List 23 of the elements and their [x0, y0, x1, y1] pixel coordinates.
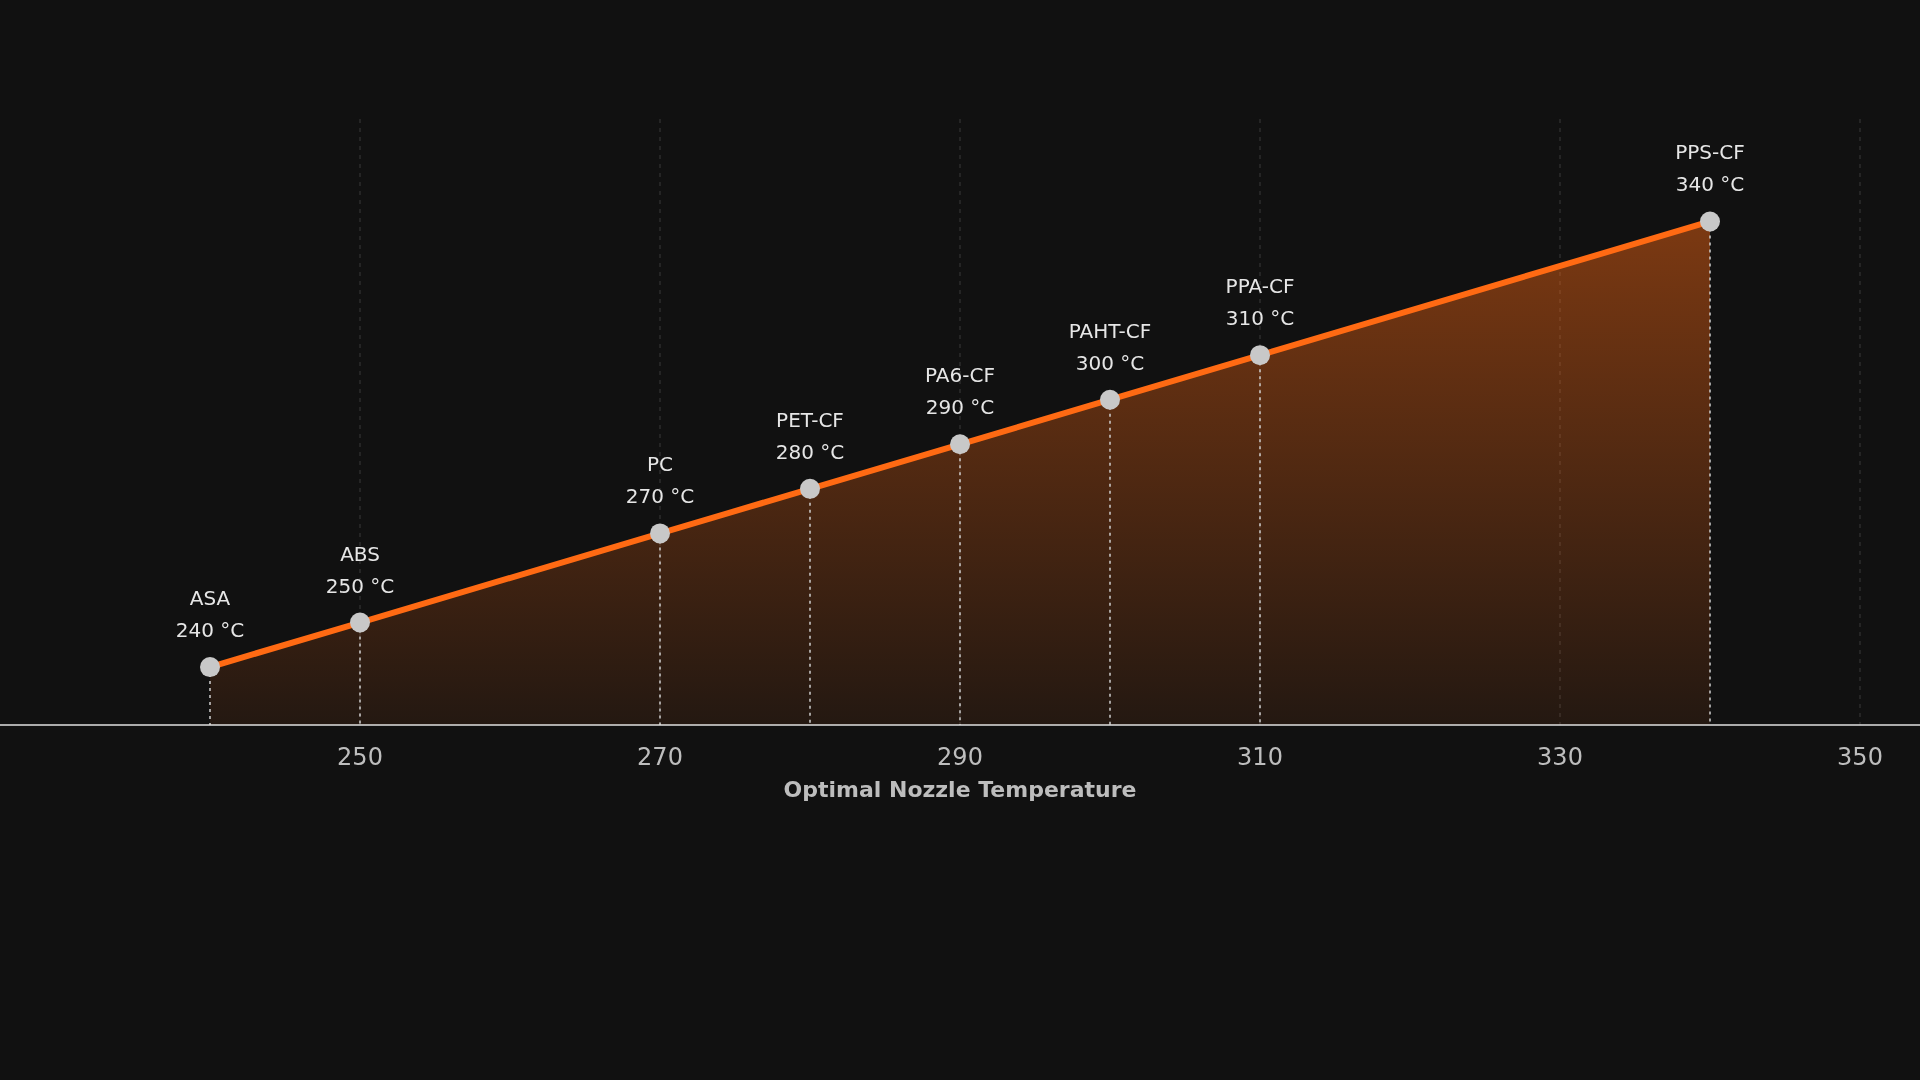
- annotation: PPA-CF: [1225, 274, 1295, 299]
- annotation: ASA: [189, 586, 231, 611]
- x-tick-label: 350: [1837, 743, 1883, 771]
- data-label: 310 °C: [1225, 306, 1295, 331]
- data-label: 270 °C: [625, 484, 695, 509]
- annotation: PPS-CF: [1675, 140, 1745, 165]
- x-tick-label: 290: [937, 743, 983, 771]
- x-tick-label: 250: [337, 743, 383, 771]
- x-axis-title: Optimal Nozzle Temperature: [783, 777, 1137, 802]
- annotation: PET-CF: [776, 407, 844, 432]
- data-label: 290 °C: [925, 395, 995, 420]
- data-label: 300 °C: [1075, 350, 1145, 375]
- data-label: 280 °C: [775, 439, 845, 464]
- x-tick-label: 270: [637, 743, 683, 771]
- data-label: 240 °C: [175, 618, 245, 643]
- data-label: 250 °C: [325, 573, 395, 598]
- annotation: PA6-CF: [925, 363, 995, 388]
- annotation: PC: [646, 452, 674, 477]
- annotation: PAHT-CF: [1068, 318, 1152, 343]
- annotation: ABS: [340, 541, 380, 566]
- x-tick-label: 310: [1237, 743, 1283, 771]
- data-label: 340 °C: [1675, 172, 1745, 197]
- x-tick-label: 330: [1537, 743, 1583, 771]
